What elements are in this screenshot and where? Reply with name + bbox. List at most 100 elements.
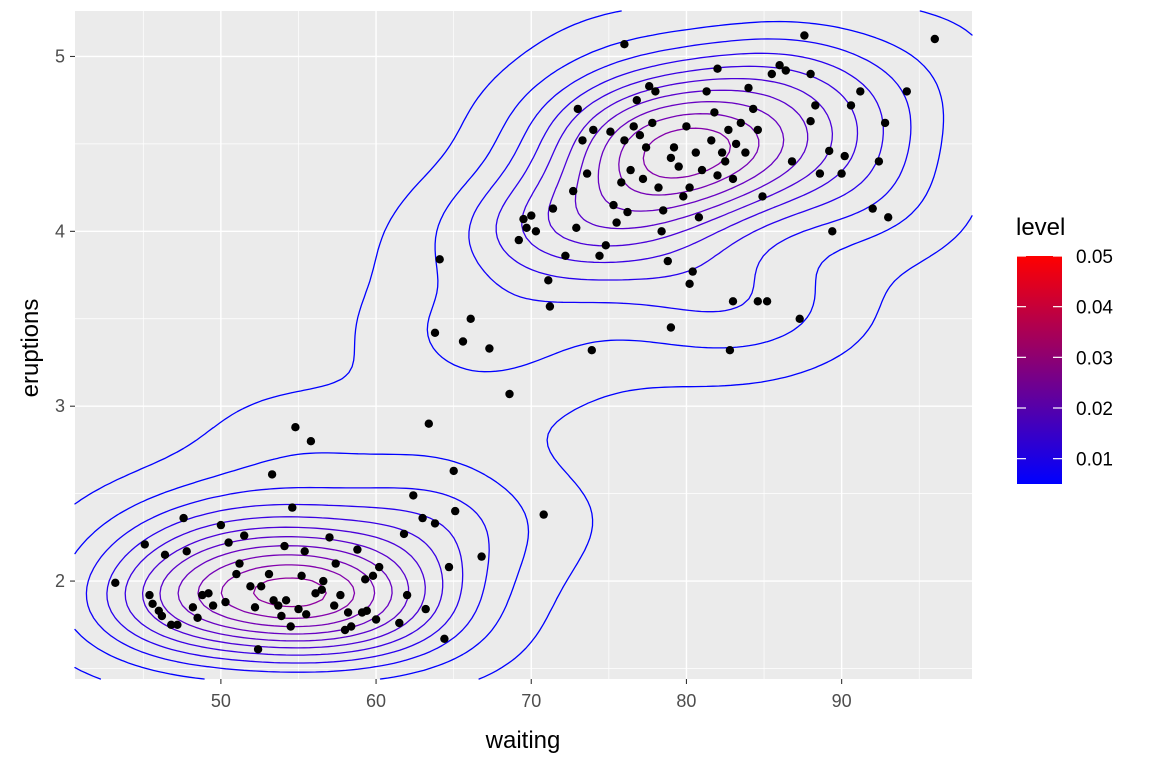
data-point [371,615,381,624]
data-point [347,622,356,631]
data-point [837,169,846,178]
data-point [572,223,581,232]
data-point [623,207,632,217]
data-point [561,251,570,260]
contour-line [177,101,785,635]
data-point [880,118,890,128]
data-point [884,213,893,222]
contour-line [106,52,884,664]
data-point [697,165,707,175]
data-point [741,148,750,157]
data-point [505,389,514,399]
data-point [753,297,762,306]
data-point [330,601,339,610]
data-point [641,143,651,152]
data-point [331,559,340,568]
contour-line [85,38,912,673]
x-axis: 50 60 70 80 90 [211,679,852,711]
data-point [749,104,758,114]
data-point [306,437,316,446]
data-point [317,585,326,594]
data-point [868,204,877,213]
plot-panel [75,11,972,679]
legend-colorbar [1017,256,1062,484]
data-point [659,206,668,215]
data-point [674,162,683,171]
contour-line [74,10,973,680]
data-point [731,139,741,149]
data-point [216,520,226,530]
data-point [485,344,494,353]
data-point [589,125,598,135]
data-point [669,143,679,152]
y-tick-label: 5 [55,46,65,66]
x-tick-label: 70 [521,691,541,711]
data-point [409,491,418,500]
y-axis: 2 3 4 5 [55,46,75,591]
data-point [688,267,697,276]
data-point [682,122,691,131]
data-point [157,611,167,621]
data-point [402,590,412,600]
data-point [713,64,722,73]
data-point [204,589,213,598]
data-point [179,513,188,523]
data-point [253,645,263,654]
data-point [235,559,244,568]
y-tick-label: 2 [55,571,65,591]
data-point [758,192,767,201]
data-point [430,328,440,337]
x-tick-label: 90 [832,691,852,711]
y-tick-label: 4 [55,221,65,241]
data-point [606,127,615,136]
data-point [240,531,249,540]
data-point [626,165,635,175]
y-tick-label: 3 [55,396,65,416]
data-point [193,613,202,622]
data-point [856,87,865,96]
data-point [440,634,449,643]
data-point [710,108,719,117]
data-point [336,590,345,600]
data-point [601,241,610,250]
data-point [353,545,362,554]
data-point [418,513,427,523]
data-point [587,346,596,355]
data-point [458,337,468,346]
data-point [167,620,176,629]
x-tick-label: 50 [211,691,231,711]
data-points [111,31,939,654]
data-point [188,603,198,612]
data-point [221,597,230,607]
data-point [477,552,486,561]
legend-tick-label: 0.04 [1076,298,1113,319]
data-point [368,571,378,580]
data-point [424,419,433,428]
contour-line [197,113,760,628]
data-point [721,157,730,166]
data-point [281,596,291,605]
data-point [294,604,303,614]
x-tick-label: 80 [676,691,696,711]
data-point [806,69,815,79]
contour-line [141,77,834,649]
data-point [288,503,297,512]
data-point [257,582,266,591]
data-point [343,608,353,617]
data-point [874,157,884,166]
data-point [685,279,694,288]
data-point [795,314,804,323]
data-point [302,610,311,619]
data-point [173,620,182,629]
x-axis-title: waiting [485,727,561,754]
data-point [277,611,286,621]
data-point [725,346,735,355]
data-point [182,547,191,556]
data-point [617,178,626,187]
data-point [685,183,694,192]
data-point [264,569,274,579]
data-point [449,466,458,476]
data-point [724,125,733,135]
data-point [666,153,676,163]
